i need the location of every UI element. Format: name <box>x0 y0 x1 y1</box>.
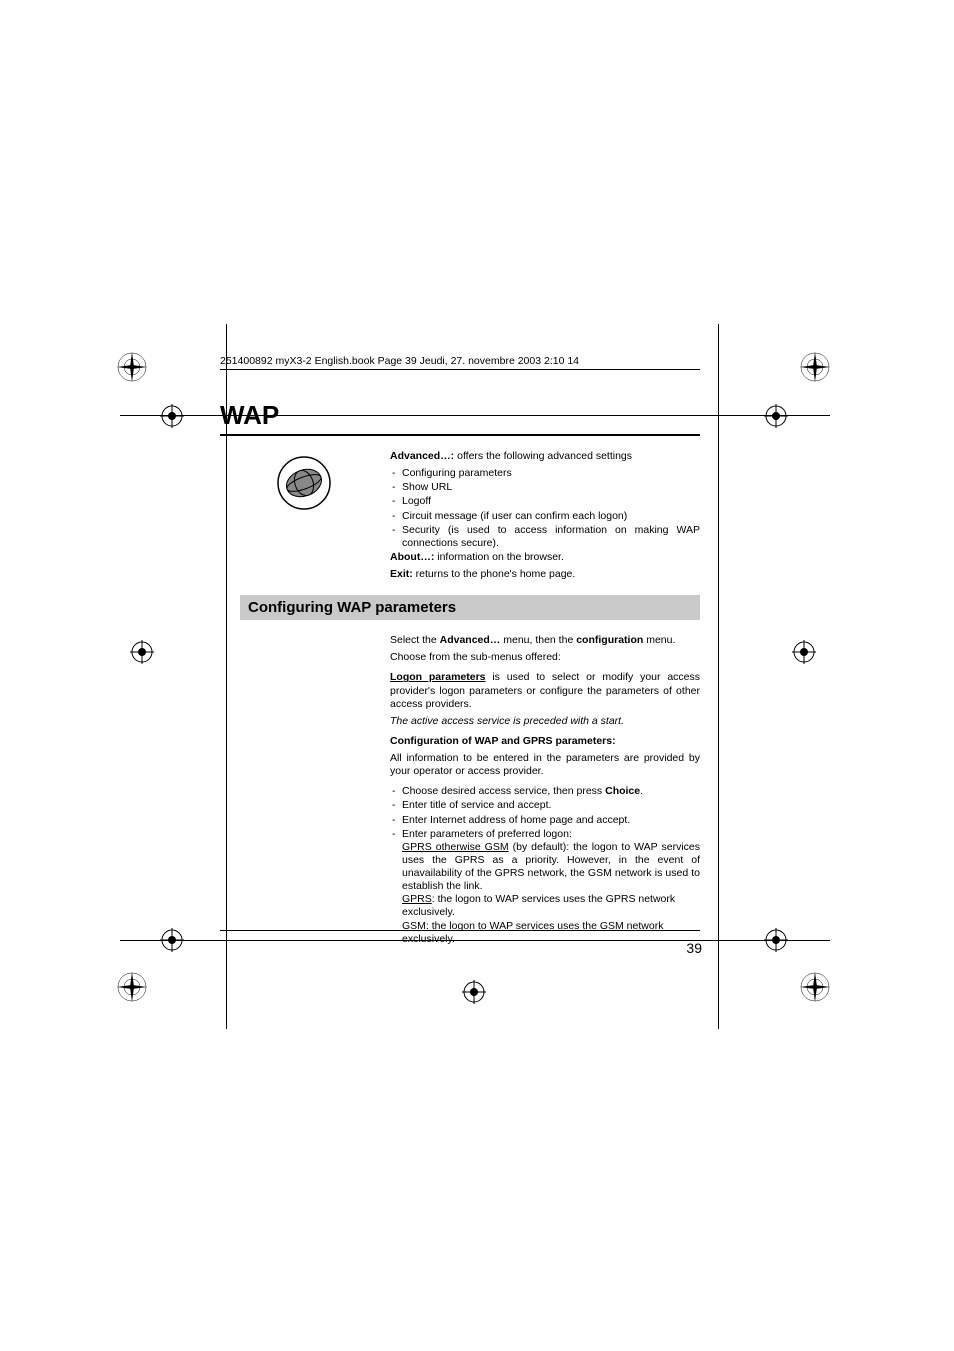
body-column-2: Select the Advanced… menu, then the conf… <box>390 634 700 946</box>
bullet-item: Configuring parameters <box>390 467 700 480</box>
italic-note: The active access service is preceded wi… <box>390 715 700 728</box>
conf-text: All information to be entered in the par… <box>390 752 700 778</box>
step-item: Enter title of service and accept. <box>390 799 700 812</box>
registration-mark-icon <box>764 404 788 428</box>
registration-mark-icon <box>160 928 184 952</box>
advanced-bullets: Configuring parameters Show URL Logoff C… <box>390 467 700 550</box>
advanced-label: Advanced…: <box>390 450 454 462</box>
about-label: About…: <box>390 551 434 563</box>
compass-mark-icon <box>115 350 149 384</box>
text: : the logon to WAP services uses the GSM… <box>402 920 663 945</box>
running-head: 251400892 myX3-2 English.book Page 39 Je… <box>220 355 700 370</box>
step-item: Choose desired access service, then pres… <box>390 785 700 798</box>
page-content: 251400892 myX3-2 English.book Page 39 Je… <box>220 355 720 947</box>
exit-text: returns to the phone's home page. <box>413 568 576 580</box>
gprs-gsm-label: GPRS otherwise GSM <box>402 841 509 853</box>
bullet-item: Show URL <box>390 481 700 494</box>
step-item: Enter parameters of preferred logon: GPR… <box>390 828 700 946</box>
text: Choose desired access service, then pres… <box>402 785 605 797</box>
page-number: 39 <box>686 940 702 956</box>
compass-mark-icon <box>798 970 832 1004</box>
text: Select the <box>390 634 440 646</box>
step-item: Enter Internet address of home page and … <box>390 814 700 827</box>
text: : the logon to WAP services uses the GPR… <box>402 893 675 918</box>
registration-mark-icon <box>764 928 788 952</box>
page-title: WAP <box>220 400 700 436</box>
bullet-item: Logoff <box>390 495 700 508</box>
globe-icon <box>276 455 332 511</box>
compass-mark-icon <box>798 350 832 384</box>
text: Enter parameters of preferred logon: <box>402 828 572 840</box>
compass-mark-icon <box>115 970 149 1004</box>
advanced-text: offers the following advanced settings <box>454 450 632 462</box>
text-bold: Advanced… <box>440 634 501 646</box>
registration-mark-icon <box>130 640 154 664</box>
registration-mark-icon <box>160 404 184 428</box>
text: menu, then the <box>500 634 576 646</box>
text: menu. <box>643 634 675 646</box>
about-text: information on the browser. <box>434 551 564 563</box>
steps-list: Choose desired access service, then pres… <box>390 785 700 946</box>
text-bold: configuration <box>576 634 643 646</box>
conf-heading: Configuration of WAP and GPRS parameters… <box>390 735 700 748</box>
logon-params-label: Logon parameters <box>390 671 486 683</box>
registration-mark-icon <box>792 640 816 664</box>
footer-rule <box>220 930 700 931</box>
gprs-label: GPRS <box>402 893 432 905</box>
registration-mark-icon <box>462 980 486 1004</box>
text: Choose from the sub-menus offered: <box>390 651 700 664</box>
text: . <box>640 785 643 797</box>
text-bold: Choice <box>605 785 640 797</box>
bullet-item: Circuit message (if user can confirm eac… <box>390 510 700 523</box>
exit-label: Exit: <box>390 568 413 580</box>
body-column-1: Advanced…: offers the following advanced… <box>390 450 700 581</box>
section-heading: Configuring WAP parameters <box>240 595 700 620</box>
bullet-item: Security (is used to access information … <box>390 524 700 550</box>
